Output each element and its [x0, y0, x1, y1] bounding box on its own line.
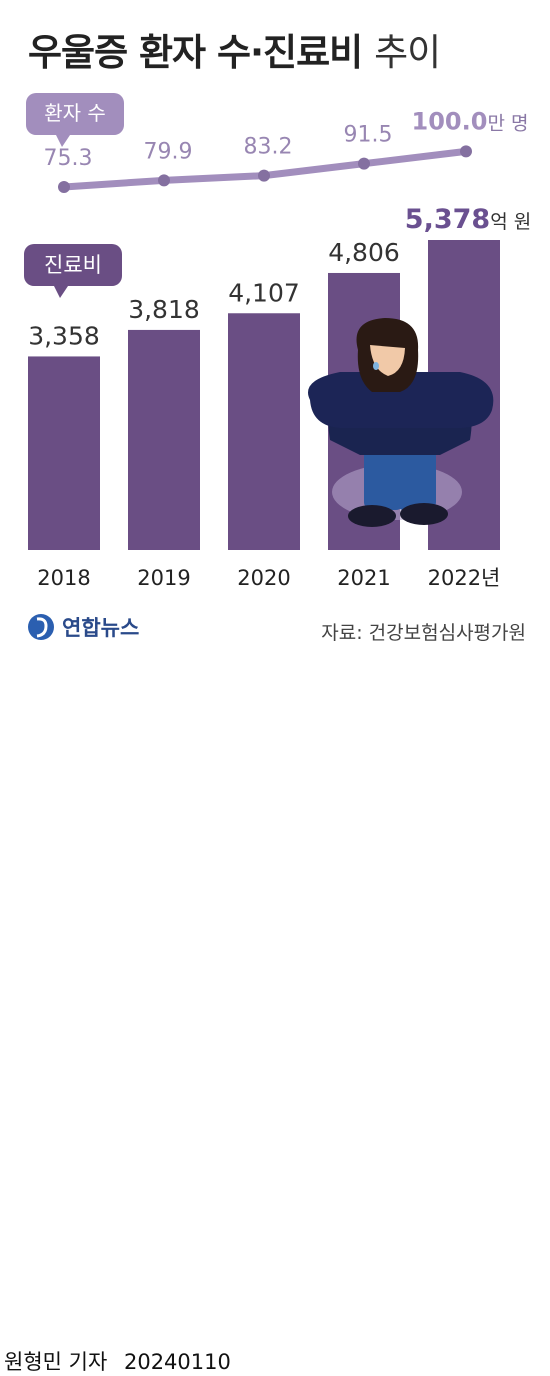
x-tick-label: 2018	[37, 566, 90, 590]
line-point-2021	[358, 157, 370, 170]
bar-value-label: 3,358	[28, 321, 100, 350]
line-point-2019	[158, 174, 170, 187]
title-sub: 추이	[374, 31, 441, 74]
page-title: 우울증 환자 수·진료비 추이	[28, 22, 441, 76]
yonhap-logo: 연합뉴스	[26, 612, 139, 642]
x-tick-label: 2020	[237, 566, 290, 590]
bar-series-callout-shape	[24, 244, 122, 298]
line-value-label: 83.2	[244, 135, 293, 160]
footer: 원형민 기자 20240110	[0, 670, 550, 1374]
x-tick-label: 2019	[137, 566, 190, 590]
bar-2019	[128, 329, 200, 550]
bar-value-label: 4,806	[328, 238, 400, 267]
line-unit-label: 만 명	[487, 112, 528, 134]
line-point-2020	[258, 169, 270, 182]
line-value-label: 100.0만 명	[412, 107, 529, 135]
logo-text: 연합뉴스	[62, 616, 140, 640]
bar-value-label: 3,818	[128, 295, 200, 324]
line-series-callout: 환자 수	[26, 93, 124, 147]
line-value-label: 79.9	[144, 139, 193, 164]
line-value-label: 75.3	[44, 146, 93, 171]
bar-value-label: 4,107	[228, 278, 300, 307]
line-series-label: 환자 수	[44, 101, 106, 125]
byline: 원형민 기자 20240110	[4, 1346, 231, 1376]
bar-series-label: 진료비	[44, 253, 102, 277]
bar-value-label: 5,378억 원	[405, 204, 531, 235]
x-tick-label: 2021	[337, 566, 390, 590]
bar-2020	[228, 313, 300, 550]
depressed-person-illustration	[308, 318, 494, 527]
line-point-2022	[460, 145, 472, 158]
line-value-label: 91.5	[344, 123, 393, 148]
publish-date: 20240110	[123, 1350, 231, 1374]
bar-unit-label: 억 원	[490, 211, 531, 233]
bar-series-callout: 진료비	[24, 244, 122, 298]
source-text: 자료: 건강보험심사평가원	[321, 622, 526, 644]
line-point-2018	[58, 180, 70, 193]
line-series-callout-shape	[26, 93, 124, 147]
title-main: 우울증 환자 수·진료비	[28, 31, 363, 74]
yonhap-logo-icon	[28, 614, 54, 640]
line-series	[58, 145, 472, 193]
bar-2018	[28, 356, 100, 550]
x-tick-label: 2022년	[428, 566, 501, 590]
chart-area: 3,358 2018 3,818 2019 4,107 2020 4,806 2021 5,37…	[24, 93, 531, 590]
reporter-name: 원형민 기자	[4, 1350, 108, 1374]
